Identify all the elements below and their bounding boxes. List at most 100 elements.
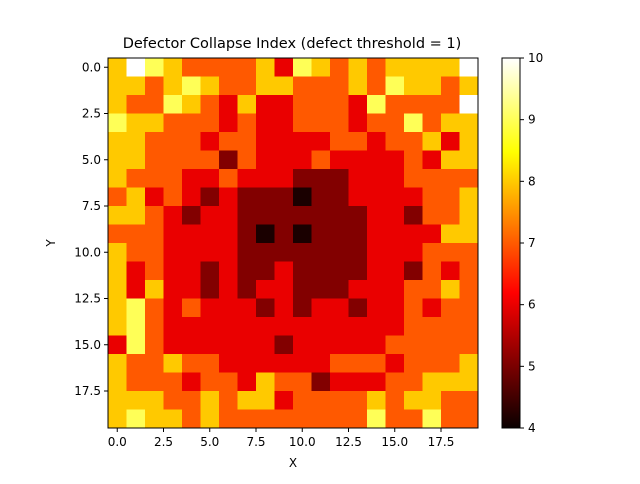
- heatmap-cell: [441, 261, 460, 281]
- heatmap-cell: [348, 354, 368, 373]
- heatmap-cell: [219, 391, 238, 410]
- chart-title: Defector Collapse Index (defect threshol…: [123, 36, 462, 52]
- heatmap-cell: [182, 169, 201, 188]
- heatmap-cell: [367, 169, 386, 188]
- heatmap-cell: [311, 132, 331, 151]
- heatmap-cell: [237, 391, 257, 410]
- heatmap-cell: [330, 317, 349, 336]
- heatmap-cell: [182, 409, 201, 429]
- heatmap-cell: [422, 317, 442, 336]
- heatmap-cell: [274, 150, 294, 170]
- heatmap-cell: [145, 409, 164, 429]
- heatmap-cell: [367, 391, 386, 410]
- heatmap-cell: [422, 95, 442, 114]
- heatmap-cell: [256, 206, 275, 225]
- heatmap-cell: [348, 224, 368, 244]
- heatmap-cell: [108, 372, 127, 392]
- heatmap-cell: [367, 224, 386, 244]
- heatmap-cell: [219, 298, 238, 318]
- heatmap-cell: [256, 132, 275, 151]
- heatmap-cell: [348, 409, 368, 429]
- heatmap-cell: [385, 280, 405, 299]
- heatmap-cell: [219, 280, 238, 299]
- heatmap-cell: [311, 58, 331, 77]
- heatmap-cell: [126, 261, 146, 281]
- heatmap-cell: [459, 76, 479, 96]
- heatmap-cell: [256, 58, 275, 77]
- heatmap-cell: [163, 224, 183, 244]
- heatmap-cell: [441, 206, 460, 225]
- heatmap-cell: [237, 243, 257, 262]
- heatmap-cell: [422, 187, 442, 207]
- heatmap-cell: [163, 391, 183, 410]
- heatmap-cell: [404, 206, 423, 225]
- heatmap-cell: [256, 335, 275, 355]
- heatmap-cell: [126, 58, 146, 77]
- heatmap-cell: [145, 58, 164, 77]
- heatmap-cell: [422, 206, 442, 225]
- heatmap-cell: [367, 76, 386, 96]
- heatmap-cell: [404, 317, 423, 336]
- heatmap-cell: [404, 372, 423, 392]
- y-tick-label: 17.5: [74, 384, 101, 398]
- heatmap-cell: [348, 169, 368, 188]
- heatmap-cell: [256, 372, 275, 392]
- heatmap-cell: [422, 132, 442, 151]
- heatmap-cell: [108, 298, 127, 318]
- heatmap-cell: [311, 187, 331, 207]
- heatmap-cell: [163, 169, 183, 188]
- heatmap-cell: [274, 372, 294, 392]
- heatmap-cell: [163, 317, 183, 336]
- heatmap-cell: [385, 187, 405, 207]
- heatmap-cell: [256, 150, 275, 170]
- heatmap-cell: [367, 335, 386, 355]
- heatmap-cell: [311, 76, 331, 96]
- heatmap-cell: [293, 76, 312, 96]
- heatmap-cell: [182, 187, 201, 207]
- heatmap-cell: [163, 243, 183, 262]
- heatmap-cell: [126, 280, 146, 299]
- heatmap-cell: [219, 150, 238, 170]
- heatmap-cell: [293, 169, 312, 188]
- heatmap-cell: [126, 317, 146, 336]
- heatmap-cell: [348, 132, 368, 151]
- heatmap-cell: [441, 224, 460, 244]
- heatmap-cell: [274, 391, 294, 410]
- heatmap-cell: [311, 409, 331, 429]
- heatmap-cell: [200, 206, 220, 225]
- heatmap-cell: [459, 206, 479, 225]
- heatmap-cell: [459, 391, 479, 410]
- heatmap-cell: [163, 150, 183, 170]
- heatmap-cell: [422, 58, 442, 77]
- heatmap-cell: [404, 113, 423, 133]
- heatmap-cell: [293, 58, 312, 77]
- heatmap-cell: [459, 317, 479, 336]
- heatmap-cell: [145, 391, 164, 410]
- heatmap-cell: [330, 76, 349, 96]
- heatmap-cell: [256, 261, 275, 281]
- heatmap-cell: [126, 206, 146, 225]
- heatmap-cell: [293, 113, 312, 133]
- heatmap-cell: [422, 150, 442, 170]
- heatmap-cell: [367, 298, 386, 318]
- heatmap-cell: [163, 132, 183, 151]
- heatmap-cell: [237, 169, 257, 188]
- heatmap-cell: [163, 206, 183, 225]
- heatmap-cell: [256, 243, 275, 262]
- heatmap-cell: [108, 76, 127, 96]
- heatmap-cell: [330, 372, 349, 392]
- heatmap-cell: [145, 95, 164, 114]
- heatmap-cell: [108, 150, 127, 170]
- heatmap-cell: [441, 95, 460, 114]
- heatmap-cell: [219, 58, 238, 77]
- heatmap-cell: [237, 187, 257, 207]
- heatmap-cell: [385, 113, 405, 133]
- heatmap-cell: [256, 224, 275, 244]
- heatmap-cell: [182, 150, 201, 170]
- heatmap-cell: [200, 409, 220, 429]
- heatmap-cell: [293, 317, 312, 336]
- heatmap-cell: [219, 317, 238, 336]
- heatmap-cell: [200, 95, 220, 114]
- y-axis-ticks: 0.0 2.5 5.0 7.5 10.0 12.5 15.0 17.5: [74, 60, 108, 398]
- heatmap-cell: [108, 58, 127, 77]
